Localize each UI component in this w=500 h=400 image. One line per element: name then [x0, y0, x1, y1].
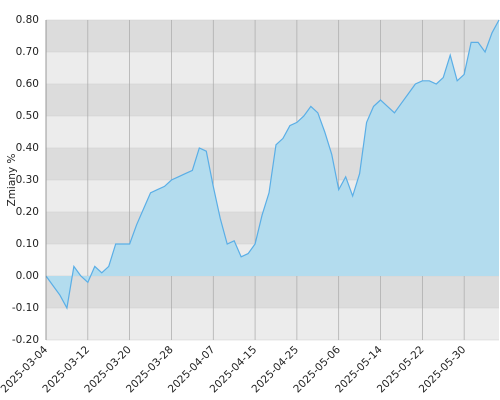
line	[45, 19, 500, 310]
y-axis-label: Zmiany %	[6, 154, 18, 207]
y-tick-label: 0.40	[16, 142, 39, 154]
y-tick-label: 0.50	[16, 110, 39, 122]
y-tick-label: 0.80	[16, 14, 39, 26]
y-tick-label: 0.70	[16, 46, 39, 58]
y-tick-label: 0.10	[16, 238, 39, 250]
y-tick-label: 0.30	[16, 174, 39, 186]
y-tick-label: -0.10	[12, 302, 39, 314]
grid-band	[46, 308, 499, 340]
grid-band	[46, 20, 499, 52]
y-tick-label: 0.60	[16, 78, 39, 90]
y-tick-label: 0.00	[16, 270, 39, 282]
grid-band	[46, 276, 499, 308]
area-fill	[46, 20, 499, 308]
grid-band	[46, 52, 499, 84]
y-tick-label: 0.20	[16, 206, 39, 218]
y-tick-label: -0.20	[12, 334, 39, 346]
